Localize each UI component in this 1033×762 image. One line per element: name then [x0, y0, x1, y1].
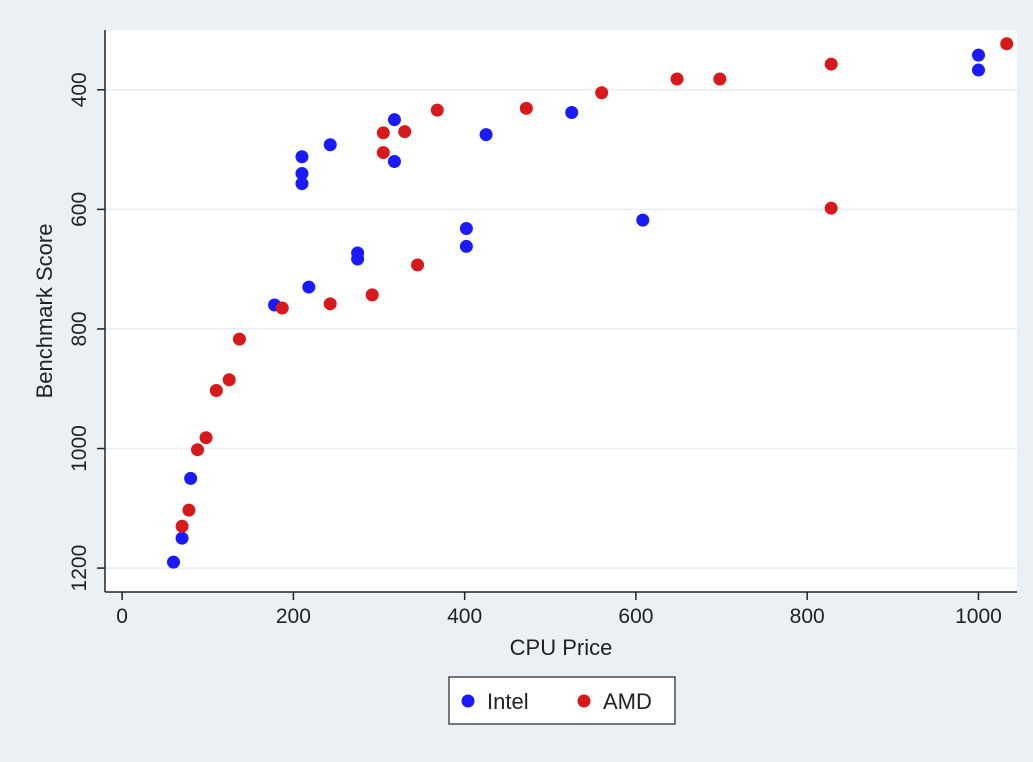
amd-point — [190, 443, 204, 457]
legend-box — [448, 676, 676, 725]
y-tick-label: 1000 — [68, 425, 91, 472]
intel-point — [459, 221, 473, 235]
intel-point — [971, 63, 985, 77]
x-axis-label: CPU Price — [510, 635, 613, 660]
y-axis-label: Benchmark Score — [32, 224, 57, 399]
y-tick-label: 1200 — [68, 545, 91, 592]
y-tick-label: 800 — [68, 311, 91, 346]
amd-point — [1000, 37, 1014, 51]
tick-layer: 400 600 800 1000 1200 0 200 400 600 800 1000 — [68, 72, 1002, 628]
intel-point — [184, 471, 198, 485]
amd-point — [376, 126, 390, 140]
intel-point — [387, 113, 401, 127]
intel-point — [295, 166, 309, 180]
amd-point — [430, 103, 444, 117]
intel-point — [175, 531, 189, 545]
intel-point — [565, 106, 579, 120]
amd-point — [182, 503, 196, 517]
intel-point — [387, 155, 401, 169]
amd-point — [519, 101, 533, 115]
intel-point — [167, 555, 181, 569]
axes-layer — [104, 30, 1017, 593]
legend-marker-intel — [461, 694, 475, 708]
amd-point — [365, 288, 379, 302]
amd-point — [376, 146, 390, 160]
amd-point — [824, 57, 838, 71]
intel-point — [351, 252, 365, 266]
intel-point — [636, 213, 650, 227]
x-tick-label: 0 — [116, 605, 128, 628]
x-tick-label: 1000 — [955, 605, 1002, 628]
x-tick-label: 800 — [790, 605, 825, 628]
amd-point — [323, 297, 337, 311]
amd-point — [713, 72, 727, 86]
amd-point — [175, 519, 189, 533]
legend-label-intel: Intel — [487, 689, 529, 714]
intel-point — [323, 138, 337, 152]
amd-point — [595, 86, 609, 100]
intel-point — [295, 150, 309, 164]
legend: Intel AMD — [448, 676, 676, 725]
amd-point — [670, 72, 684, 86]
amd-point — [232, 332, 246, 346]
x-tick-label: 200 — [276, 605, 311, 628]
intel-point — [971, 48, 985, 62]
y-tick-label: 400 — [68, 72, 91, 107]
intel-point — [479, 128, 493, 142]
intel-point — [295, 177, 309, 191]
amd-point — [199, 431, 213, 445]
x-tick-label: 400 — [447, 605, 482, 628]
y-tick-label: 600 — [68, 192, 91, 227]
intel-point — [459, 239, 473, 253]
legend-label-amd: AMD — [603, 689, 652, 714]
plot-area — [105, 30, 1017, 592]
intel-point — [302, 280, 316, 294]
amd-point — [275, 301, 289, 315]
amd-point — [398, 125, 412, 139]
amd-point — [222, 373, 236, 387]
amd-point — [209, 384, 223, 398]
amd-point — [411, 258, 425, 272]
amd-point — [824, 201, 838, 215]
points-layer — [167, 37, 1014, 569]
legend-marker-amd — [577, 694, 591, 708]
x-tick-label: 600 — [618, 605, 653, 628]
legend-items: Intel AMD — [461, 689, 652, 714]
grid-layer — [105, 89, 1017, 569]
